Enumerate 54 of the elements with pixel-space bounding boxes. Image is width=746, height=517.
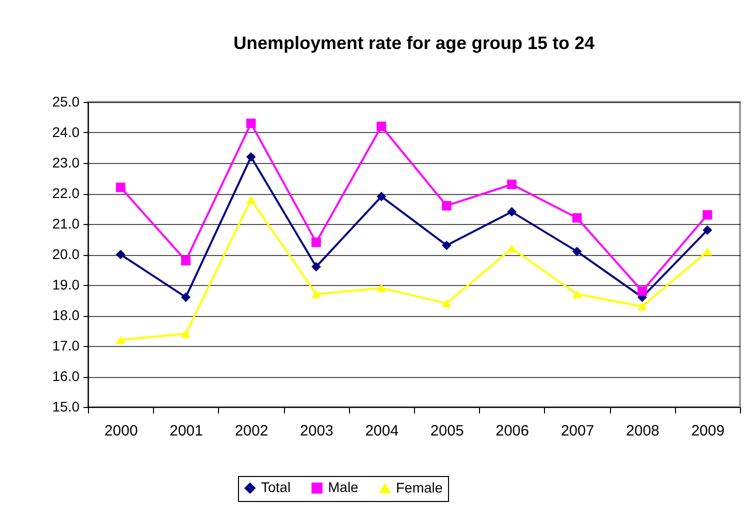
point [116, 182, 126, 192]
y-tick-label: 25.0 [52, 94, 80, 110]
point [637, 302, 647, 310]
point [572, 246, 582, 256]
y-tick-label: 23.0 [52, 154, 80, 170]
x-tick-label: 2002 [234, 422, 268, 440]
point [572, 290, 582, 298]
point [507, 207, 517, 217]
point [311, 290, 321, 298]
x-tick-label: 2008 [626, 422, 660, 440]
point [442, 240, 452, 250]
point [376, 122, 386, 132]
point [311, 238, 321, 248]
point [702, 225, 712, 235]
y-tick-label: 22.0 [52, 185, 80, 201]
chart-title: Unemployment rate for age group 15 to 24 [233, 33, 595, 53]
x-tick-label: 2001 [170, 422, 203, 440]
legend-label: Male [328, 479, 359, 496]
x-tick-label: 2007 [560, 422, 594, 440]
x-tick-label: 2005 [430, 422, 464, 440]
point [116, 336, 126, 344]
y-tick-label: 15.0 [52, 398, 80, 414]
legend-label: Total [261, 479, 291, 496]
point [376, 284, 386, 292]
x-tick-label: 2004 [365, 422, 399, 440]
point [442, 299, 452, 308]
y-tick-label: 16.0 [52, 368, 80, 384]
x-tick-label: 2000 [104, 422, 138, 440]
legend-label: Female [396, 479, 443, 496]
point [181, 330, 191, 338]
point [637, 286, 647, 296]
y-tick-label: 18.0 [52, 307, 80, 323]
point [116, 250, 126, 260]
point [507, 244, 517, 253]
point [181, 256, 191, 266]
y-tick-label: 24.0 [52, 124, 80, 140]
point [246, 195, 256, 204]
y-tick-label: 19.0 [52, 276, 80, 292]
x-tick-label: 2003 [300, 422, 334, 440]
point [572, 213, 582, 223]
x-tick-label: 2009 [691, 422, 725, 440]
point [311, 262, 321, 272]
point [376, 192, 386, 202]
point [442, 200, 452, 210]
y-tick-label: 20.0 [52, 246, 80, 262]
point [702, 210, 712, 220]
y-tick-label: 17.0 [52, 338, 80, 354]
point [246, 152, 256, 162]
point [702, 247, 712, 256]
y-tick-label: 21.0 [52, 216, 80, 232]
point [246, 118, 256, 128]
x-tick-label: 2006 [496, 422, 529, 440]
point [181, 292, 191, 302]
point [507, 180, 517, 190]
